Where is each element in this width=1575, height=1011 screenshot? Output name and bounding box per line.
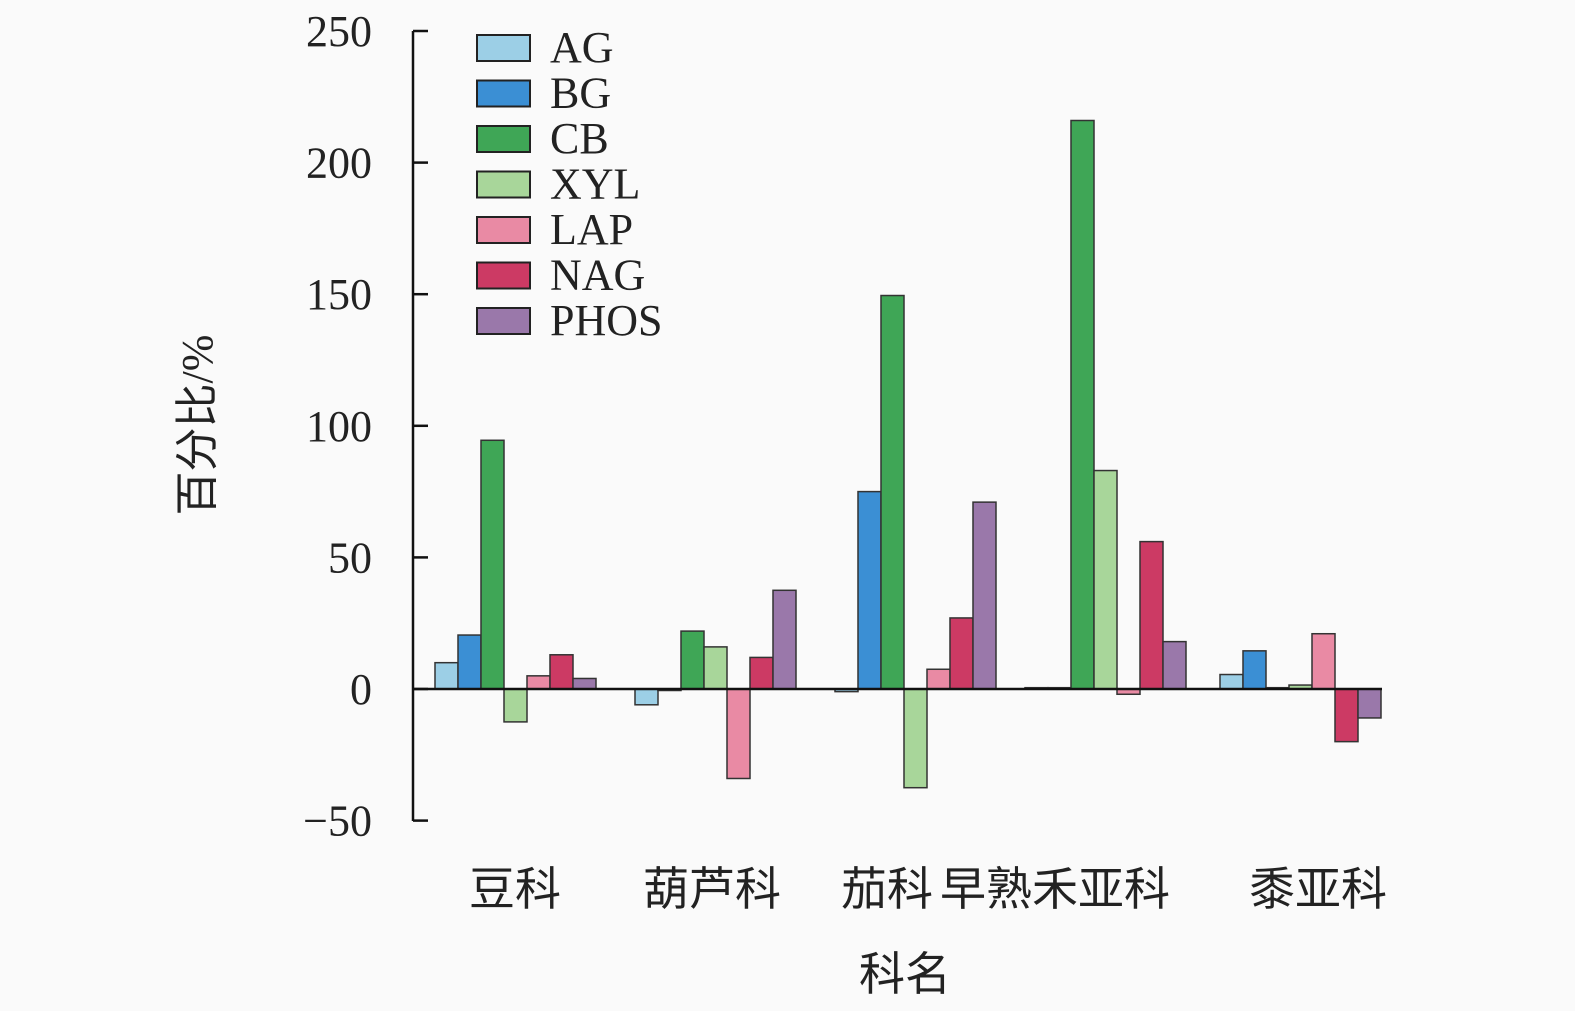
x-tick-label: 豆科 <box>469 864 561 915</box>
y-axis-label: 百分比/% <box>173 335 222 516</box>
bar-lap-4 <box>1311 632 1336 690</box>
bar-ag-1 <box>634 688 659 706</box>
bar-cb-0 <box>480 439 505 690</box>
bar-phos-4 <box>1357 688 1382 719</box>
bar-lap-0 <box>526 675 551 690</box>
bar-nag-1 <box>749 656 774 690</box>
y-ticks: −50 0 50 100 150 200 250 <box>303 7 428 846</box>
y-tick-label: 150 <box>306 270 372 319</box>
bar-ag-4 <box>1219 673 1244 690</box>
legend-swatch-xyl <box>476 170 531 199</box>
bar-bg-2 <box>857 490 882 690</box>
bar-lap-1 <box>726 688 751 780</box>
bar-ag-0 <box>434 661 459 690</box>
bar-phos-2 <box>972 501 997 690</box>
bar-bg-0 <box>457 634 482 690</box>
x-tick-label: 早熟禾亚科 <box>940 864 1170 915</box>
legend-label: AG <box>550 23 614 72</box>
legend-swatch-nag <box>476 261 531 290</box>
bar-bg-4 <box>1242 650 1267 690</box>
bar-nag-2 <box>949 617 974 690</box>
legend-swatch-phos <box>476 307 531 335</box>
x-axis-label: 科名 <box>859 949 951 1000</box>
legend-label: PHOS <box>550 296 663 345</box>
x-tick-labels: 豆科 葫芦科 茄科 早熟禾亚科 黍亚科 <box>469 864 1387 915</box>
y-tick-label: 0 <box>350 665 372 714</box>
bar-nag-0 <box>549 654 574 690</box>
bar-cb-1 <box>680 630 705 690</box>
bar-phos-3 <box>1162 640 1187 690</box>
bar-nag-4 <box>1334 688 1359 743</box>
bar-xyl-3 <box>1093 469 1118 690</box>
bar-nag-3 <box>1139 540 1164 690</box>
legend-label: BG <box>550 69 611 118</box>
bar-xyl-0 <box>503 688 528 723</box>
y-tick-label: 250 <box>306 7 372 56</box>
bar-xyl-2 <box>903 688 928 789</box>
y-tick-label: 50 <box>328 533 372 582</box>
x-tick-label: 茄科 <box>841 864 933 915</box>
legend-swatch-cb <box>476 125 531 153</box>
legend-swatch-lap <box>476 216 531 244</box>
x-tick-label: 黍亚科 <box>1249 864 1387 915</box>
x-tick-label: 葫芦科 <box>643 864 781 915</box>
legend-swatch-ag <box>476 34 531 62</box>
legend-swatch-bg <box>476 79 531 108</box>
y-tick-label: −50 <box>303 797 372 846</box>
bar-cb-3 <box>1070 119 1095 690</box>
legend-label: CB <box>550 114 609 163</box>
bar-lap-2 <box>926 668 951 690</box>
y-tick-label: 100 <box>306 402 372 451</box>
legend-label: XYL <box>550 160 640 209</box>
legend-label: NAG <box>550 251 645 300</box>
bar-cb-2 <box>880 294 905 690</box>
legend-label: LAP <box>550 205 633 254</box>
bar-phos-1 <box>772 589 797 690</box>
y-tick-label: 200 <box>306 139 372 188</box>
bar-phos-0 <box>572 677 597 690</box>
bar-xyl-1 <box>703 646 728 690</box>
